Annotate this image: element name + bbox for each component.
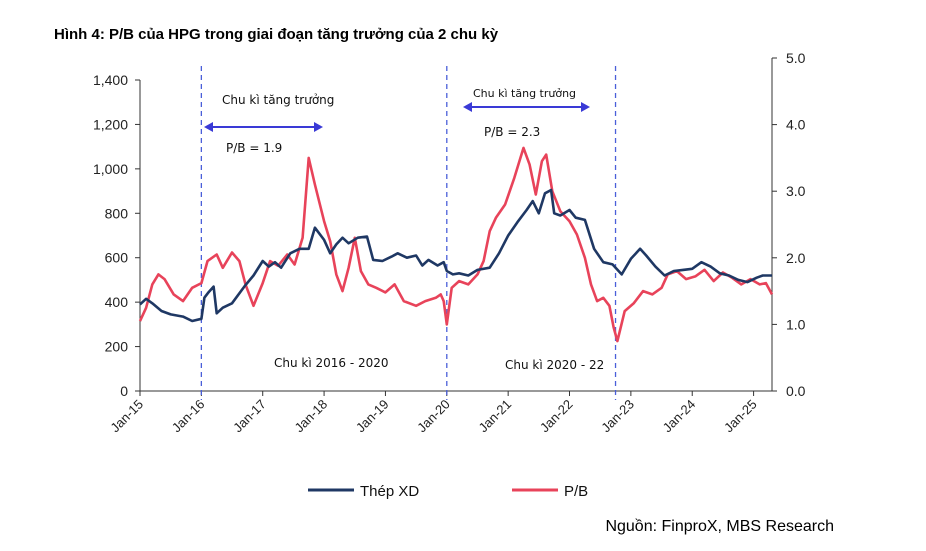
cycle2-arrow-right-head [581, 102, 590, 112]
cycle2-growth-label: Chu kì tăng trưởng [473, 87, 576, 100]
x-tick-label: Jan-21 [476, 397, 515, 436]
x-tick-label: Jan-24 [660, 397, 699, 436]
series-pb-line [138, 146, 774, 343]
right-tick-label: 2.0 [786, 250, 806, 266]
cycle2-pb-label: P/B = 2.3 [484, 125, 540, 139]
x-tick-label: Jan-15 [107, 397, 146, 436]
right-tick-label: 0.0 [786, 383, 806, 399]
cycle2-period-label: Chu kì 2020 - 22 [505, 358, 604, 372]
x-tick-label: Jan-23 [598, 397, 637, 436]
axes: 0 200 400 600 800 1,000 1,200 1,400 0.0 1.0 2.0 3.0… [93, 50, 806, 435]
left-tick-label: 1,400 [93, 72, 128, 88]
right-tick-label: 4.0 [786, 117, 806, 133]
legend: Thép XD P/B [308, 483, 588, 500]
right-tick-label: 3.0 [786, 183, 806, 199]
source-note: Nguồn: FinproX, MBS Research [605, 518, 834, 535]
left-tick-label: 200 [105, 339, 129, 355]
right-tick-label: 1.0 [786, 316, 806, 332]
cycle1-growth-label: Chu kì tăng trưởng [222, 93, 334, 107]
x-tick-label: Jan-16 [169, 397, 208, 436]
x-tick-label: Jan-19 [353, 397, 392, 436]
left-tick-label: 600 [105, 250, 129, 266]
series-steel-line [139, 188, 772, 323]
x-tick-label: Jan-22 [537, 397, 576, 436]
x-tick-label: Jan-25 [721, 397, 760, 436]
cycle2-arrow-left-head [463, 102, 472, 112]
cycle1-period-label: Chu kì 2016 - 2020 [274, 356, 389, 370]
x-tick-label: Jan-17 [230, 397, 269, 436]
left-tick-label: 400 [105, 294, 129, 310]
legend-label-pb: P/B [564, 483, 588, 500]
cycle1-pb-label: P/B = 1.9 [226, 141, 282, 155]
right-tick-label: 5.0 [786, 50, 806, 66]
left-tick-label: 1,200 [93, 116, 128, 132]
x-tick-label: Jan-18 [291, 397, 330, 436]
cycle1-arrow-right-head [314, 122, 323, 132]
left-tick-label: 800 [105, 205, 129, 221]
chart-title: Hình 4: P/B của HPG trong giai đoạn tăng… [54, 26, 499, 43]
cycle-dividers [200, 66, 617, 400]
x-tick-label: Jan-20 [414, 397, 453, 436]
series-lines [138, 146, 774, 343]
annotations: Chu kì tăng trưởng P/B = 1.9 Chu kì tăng… [204, 87, 604, 372]
left-tick-label: 1,000 [93, 161, 128, 177]
cycle1-arrow-left-head [204, 122, 213, 132]
left-tick-label: 0 [120, 383, 128, 399]
legend-label-steel: Thép XD [360, 483, 419, 500]
